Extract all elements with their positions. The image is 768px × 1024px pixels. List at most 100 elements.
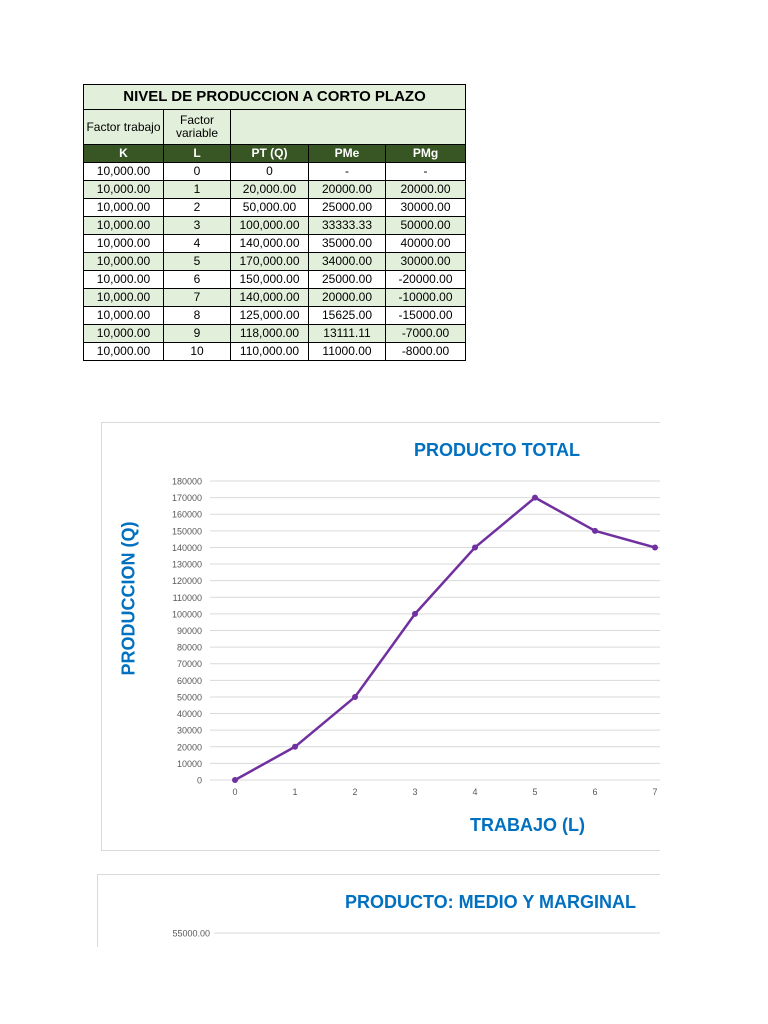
cell-pme: 11000.00 [308, 342, 386, 361]
y-tick-label: 70000 [177, 659, 202, 669]
cell-k: 10,000.00 [83, 324, 164, 343]
series-line [234, 496, 656, 782]
cell-pmg: -8000.00 [385, 342, 466, 361]
cell-pt: 100,000.00 [230, 216, 309, 235]
data-point [532, 494, 538, 501]
y-tick-label: 100000 [172, 609, 202, 619]
cell-pmg: -20000.00 [385, 270, 466, 289]
y-tick-label: 90000 [177, 626, 202, 636]
y-tick-label: 0 [197, 776, 202, 786]
cell-pme: 20000.00 [308, 288, 386, 307]
cell-pmg: -7000.00 [385, 324, 466, 343]
header-pt: PT (Q) [230, 144, 309, 163]
cell-pme: 25000.00 [308, 270, 386, 289]
subheader-empty [230, 109, 466, 145]
cell-k: 10,000.00 [83, 288, 164, 307]
cell-k: 10,000.00 [83, 252, 164, 271]
data-point [592, 527, 598, 534]
total-product-plot: 0 10000 20000 30000 40000 50000 60000 70000 8000… [172, 477, 660, 797]
y-tick-label: 30000 [177, 726, 202, 736]
cell-pmg: 30000.00 [385, 198, 466, 217]
cell-pmg: - [385, 162, 466, 181]
cell-pmg: 40000.00 [385, 234, 466, 253]
table-row: 10,000.00 5 170,000.00 34000.00 30000.00 [83, 252, 466, 271]
production-table-wrapper: NIVEL DE PRODUCCION A CORTO PLAZO Factor… [83, 84, 466, 361]
table-row: 10,000.00 3 100,000.00 33333.33 50000.00 [83, 216, 466, 235]
table-row: 10,000.00 2 50,000.00 25000.00 30000.00 [83, 198, 466, 217]
y-tick-label: 20000 [177, 742, 202, 752]
cell-pme: 25000.00 [308, 198, 386, 217]
cell-l: 1 [163, 180, 231, 199]
cell-l: 3 [163, 216, 231, 235]
cell-l: 4 [163, 234, 231, 253]
data-point [652, 544, 658, 551]
header-l: L [163, 144, 231, 163]
cell-l: 6 [163, 270, 231, 289]
cell-pme: 35000.00 [308, 234, 386, 253]
cell-l: 9 [163, 324, 231, 343]
x-tick-label: 5 [532, 787, 537, 797]
cell-k: 10,000.00 [83, 162, 164, 181]
header-pme: PMe [308, 144, 386, 163]
chart-title-2: PRODUCTO: MEDIO Y MARGINAL [345, 892, 637, 912]
subheader-factor-variable: Factor variable [163, 109, 231, 145]
cell-pme: 20000.00 [308, 180, 386, 199]
cell-pme: 15625.00 [308, 306, 386, 325]
data-point [412, 610, 418, 617]
y-tick-label: 10000 [177, 759, 202, 769]
cell-pt: 110,000.00 [230, 342, 309, 361]
cell-pt: 125,000.00 [230, 306, 309, 325]
x-tick-label: 6 [592, 787, 597, 797]
cell-pt: 20,000.00 [230, 180, 309, 199]
chart-title: PRODUCTO TOTAL [414, 440, 580, 460]
y-tick-label: 80000 [177, 643, 202, 653]
cell-l: 7 [163, 288, 231, 307]
table-row: 10,000.00 1 20,000.00 20000.00 20000.00 [83, 180, 466, 199]
cell-pt: 140,000.00 [230, 234, 309, 253]
cell-k: 10,000.00 [83, 198, 164, 217]
data-point [292, 743, 298, 750]
cell-pmg: 30000.00 [385, 252, 466, 271]
table-row: 10,000.00 9 118,000.00 13111.11 -7000.00 [83, 324, 466, 343]
average-marginal-plot: 55000.00 [172, 929, 660, 939]
cell-k: 10,000.00 [83, 180, 164, 199]
cell-pme: - [308, 162, 386, 181]
y-tick-label: 160000 [172, 510, 202, 520]
y-tick-label: 110000 [173, 593, 202, 603]
cell-pme: 33333.33 [308, 216, 386, 235]
data-point [472, 544, 478, 551]
table-row: 10,000.00 4 140,000.00 35000.00 40000.00 [83, 234, 466, 253]
y-tick-label: 50000 [177, 692, 202, 702]
table-title-row: NIVEL DE PRODUCCION A CORTO PLAZO [83, 84, 466, 110]
y-tick-label: 170000 [172, 493, 202, 503]
table-title: NIVEL DE PRODUCCION A CORTO PLAZO [83, 84, 466, 110]
x-tick-label: 2 [352, 787, 357, 797]
cell-pmg: 50000.00 [385, 216, 466, 235]
y-tick-label: 140000 [172, 543, 202, 553]
table-row: 10,000.00 10 110,000.00 11000.00 -8000.00 [83, 342, 466, 361]
y-tick-label: 150000 [172, 526, 202, 536]
data-point [232, 777, 238, 783]
cell-k: 10,000.00 [83, 234, 164, 253]
cell-l: 8 [163, 306, 231, 325]
table-header-row: K L PT (Q) PMe PMg [83, 144, 466, 163]
table-subheader-row: Factor trabajo Factor variable [83, 109, 466, 145]
cell-pt: 140,000.00 [230, 288, 309, 307]
x-axis-title: TRABAJO (L) [470, 815, 585, 835]
cell-k: 10,000.00 [83, 342, 164, 361]
cell-pme: 34000.00 [308, 252, 386, 271]
cell-k: 10,000.00 [83, 270, 164, 289]
x-tick-label: 4 [472, 787, 477, 797]
x-tick-label: 1 [292, 787, 297, 797]
cell-l: 10 [163, 342, 231, 361]
total-product-chart: PRODUCTO TOTAL PRODUCCION (Q) TRABAJO (L… [101, 422, 660, 851]
cell-k: 10,000.00 [83, 306, 164, 325]
y-tick-label: 60000 [177, 676, 202, 686]
cell-pmg: -10000.00 [385, 288, 466, 307]
cell-pmg: -15000.00 [385, 306, 466, 325]
production-table: NIVEL DE PRODUCCION A CORTO PLAZO Factor… [83, 84, 466, 361]
y-tick-label: 130000 [172, 560, 202, 570]
x-tick-label: 0 [232, 787, 237, 797]
cell-k: 10,000.00 [83, 216, 164, 235]
cell-pt: 170,000.00 [230, 252, 309, 271]
